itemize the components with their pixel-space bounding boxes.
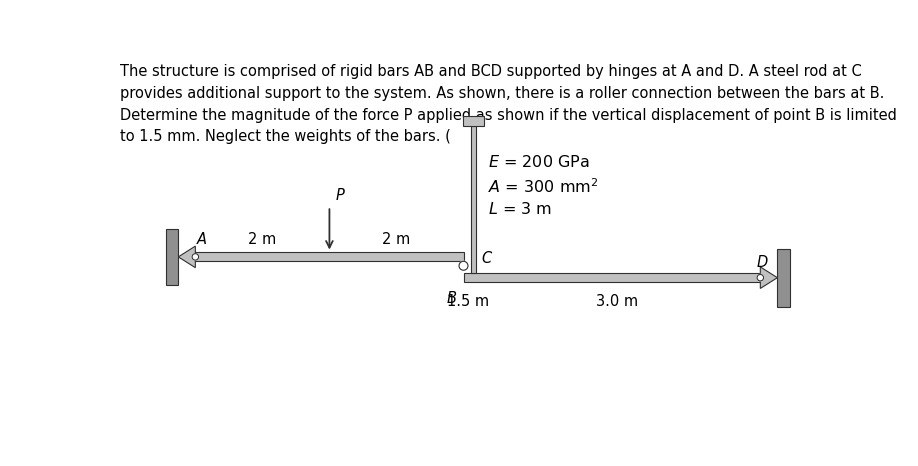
Text: $L$ = 3 m: $L$ = 3 m (487, 201, 552, 217)
Bar (166, 229, 178, 285)
Bar (778, 249, 789, 307)
Text: $E$ = 200 GPa: $E$ = 200 GPa (487, 155, 589, 171)
Text: to 1.5 mm. Neglect the weights of the bars. (: to 1.5 mm. Neglect the weights of the ba… (120, 130, 451, 144)
Text: The structure is comprised of rigid bars AB and BCD supported by hinges at A and: The structure is comprised of rigid bars… (120, 64, 862, 79)
Polygon shape (760, 267, 778, 288)
Text: P: P (336, 188, 344, 203)
Bar (464, 273, 760, 282)
Text: 1.5 m: 1.5 m (447, 294, 489, 309)
Polygon shape (178, 246, 196, 267)
Circle shape (192, 254, 198, 260)
Text: A: A (196, 233, 207, 247)
Text: B: B (447, 291, 457, 306)
Text: Determine the magnitude of the force P applied as shown if the vertical displace: Determine the magnitude of the force P a… (120, 108, 897, 123)
Circle shape (757, 274, 764, 281)
Bar (196, 253, 464, 261)
Text: provides additional support to the system. As shown, there is a roller connectio: provides additional support to the syste… (120, 86, 885, 101)
Text: 2 m: 2 m (382, 233, 410, 247)
Circle shape (459, 261, 468, 270)
Text: 3.0 m: 3.0 m (596, 294, 638, 309)
Text: $A$ = 300 mm$^2$: $A$ = 300 mm$^2$ (487, 178, 598, 196)
Bar (463, 116, 484, 126)
Bar (471, 126, 476, 273)
Text: D: D (756, 255, 767, 270)
Text: 2 m: 2 m (248, 233, 276, 247)
Text: C: C (481, 251, 491, 266)
